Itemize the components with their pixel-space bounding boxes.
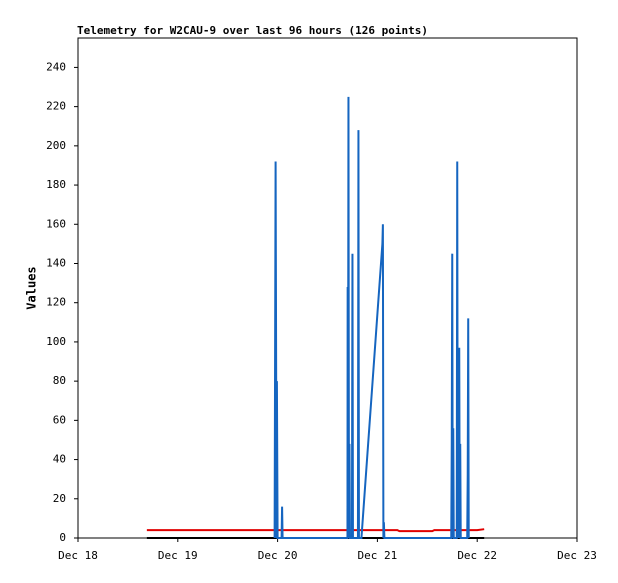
y-tick-label: 0 — [59, 531, 66, 544]
x-tick-label: Dec 20 — [258, 549, 298, 562]
y-tick-label: 220 — [46, 100, 66, 113]
y-tick-label: 60 — [53, 413, 66, 426]
y-tick-label: 140 — [46, 256, 66, 269]
chart-title: Telemetry for W2CAU-9 over last 96 hours… — [77, 24, 428, 37]
x-tick-label: Dec 21 — [358, 549, 398, 562]
series-line — [273, 96, 470, 539]
y-tick-label: 200 — [46, 139, 66, 152]
y-axis-label: Values — [25, 266, 39, 309]
series-line — [146, 528, 485, 533]
y-tick-label: 40 — [53, 453, 66, 466]
x-tick-label: Dec 19 — [158, 549, 198, 562]
plot-frame — [77, 37, 578, 539]
x-tick-label: Dec 23 — [557, 549, 597, 562]
y-tick-label: 160 — [46, 217, 66, 230]
y-tick-label: 120 — [46, 296, 66, 309]
y-tick-label: 180 — [46, 178, 66, 191]
y-tick-label: 100 — [46, 335, 66, 348]
y-tick-label: 20 — [53, 492, 66, 505]
x-tick-label: Dec 22 — [457, 549, 497, 562]
x-tick-label: Dec 18 — [58, 549, 98, 562]
y-tick-label: 80 — [53, 374, 66, 387]
y-tick-label: 240 — [46, 60, 66, 73]
